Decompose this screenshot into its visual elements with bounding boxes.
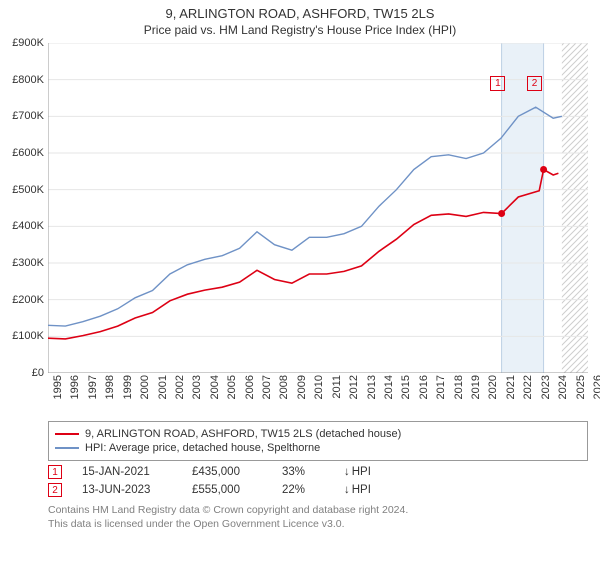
sale-date: 15-JAN-2021 bbox=[82, 466, 192, 478]
x-tick-label: 1999 bbox=[122, 375, 134, 399]
sale-date: 13-JUN-2023 bbox=[82, 484, 192, 496]
y-tick-label: £700K bbox=[12, 110, 44, 122]
down-arrow-icon: ↓ bbox=[344, 466, 350, 478]
x-tick-label: 1996 bbox=[69, 375, 81, 399]
y-tick-label: £400K bbox=[12, 220, 44, 232]
sale-row-marker: 1 bbox=[48, 465, 62, 479]
y-tick-label: £900K bbox=[12, 37, 44, 49]
y-tick-label: £0 bbox=[32, 367, 44, 379]
legend-label: 9, ARLINGTON ROAD, ASHFORD, TW15 2LS (de… bbox=[85, 428, 401, 440]
sales-table: 1 15-JAN-2021£435,00033%↓HPI 2 13-JUN-2023£… bbox=[48, 465, 588, 497]
y-tick-label: £100K bbox=[12, 330, 44, 342]
series-hpi bbox=[48, 107, 562, 326]
y-tick-label: £200K bbox=[12, 294, 44, 306]
sale-price: £435,000 bbox=[192, 466, 282, 478]
sale-marker-box: 2 bbox=[527, 76, 542, 91]
x-tick-label: 2002 bbox=[174, 375, 186, 399]
x-tick-label: 2022 bbox=[522, 375, 534, 399]
chart-title: 9, ARLINGTON ROAD, ASHFORD, TW15 2LS bbox=[0, 6, 600, 21]
x-tick-label: 2003 bbox=[191, 375, 203, 399]
x-tick-label: 2026 bbox=[592, 375, 600, 399]
x-tick-label: 1998 bbox=[104, 375, 116, 399]
series-property bbox=[48, 170, 558, 339]
x-tick-label: 2013 bbox=[366, 375, 378, 399]
x-tick-label: 2004 bbox=[209, 375, 221, 399]
x-tick-label: 2020 bbox=[487, 375, 499, 399]
sale-ref: HPI bbox=[352, 466, 371, 478]
x-tick-label: 2001 bbox=[157, 375, 169, 399]
chart-subtitle: Price paid vs. HM Land Registry's House … bbox=[0, 23, 600, 37]
x-tick-label: 2017 bbox=[435, 375, 447, 399]
legend-label: HPI: Average price, detached house, Spel… bbox=[85, 442, 320, 454]
x-tick-label: 2018 bbox=[453, 375, 465, 399]
down-arrow-icon: ↓ bbox=[344, 484, 350, 496]
x-tick-label: 2025 bbox=[575, 375, 587, 399]
legend-swatch bbox=[55, 433, 79, 435]
x-tick-label: 2014 bbox=[383, 375, 395, 399]
x-tick-label: 2012 bbox=[348, 375, 360, 399]
x-tick-label: 2016 bbox=[418, 375, 430, 399]
y-tick-label: £800K bbox=[12, 74, 44, 86]
x-tick-label: 2024 bbox=[557, 375, 569, 399]
x-tick-label: 1997 bbox=[87, 375, 99, 399]
plot-svg bbox=[48, 43, 588, 373]
sale-ref: HPI bbox=[352, 484, 371, 496]
plot-area: £0£100K£200K£300K£400K£500K£600K£700K£80… bbox=[48, 43, 588, 373]
legend-item: HPI: Average price, detached house, Spel… bbox=[55, 442, 581, 454]
y-tick-label: £300K bbox=[12, 257, 44, 269]
legend: 9, ARLINGTON ROAD, ASHFORD, TW15 2LS (de… bbox=[48, 421, 588, 461]
footer-line-2: This data is licensed under the Open Gov… bbox=[48, 517, 588, 531]
sale-row: 1 15-JAN-2021£435,00033%↓HPI bbox=[48, 465, 588, 479]
sale-row: 2 13-JUN-2023£555,00022%↓HPI bbox=[48, 483, 588, 497]
x-tick-label: 1995 bbox=[52, 375, 64, 399]
sale-marker-box: 1 bbox=[490, 76, 505, 91]
x-tick-label: 2021 bbox=[505, 375, 517, 399]
y-tick-label: £500K bbox=[12, 184, 44, 196]
sale-delta: 33% bbox=[282, 466, 342, 478]
x-tick-label: 2006 bbox=[244, 375, 256, 399]
footer-line-1: Contains HM Land Registry data © Crown c… bbox=[48, 503, 588, 517]
sale-price: £555,000 bbox=[192, 484, 282, 496]
chart-container: { "title": "9, ARLINGTON ROAD, ASHFORD, … bbox=[0, 6, 600, 566]
x-tick-label: 2019 bbox=[470, 375, 482, 399]
sale-row-marker: 2 bbox=[48, 483, 62, 497]
x-tick-label: 2009 bbox=[296, 375, 308, 399]
x-tick-label: 2000 bbox=[139, 375, 151, 399]
attribution-footer: Contains HM Land Registry data © Crown c… bbox=[48, 503, 588, 531]
x-tick-label: 2011 bbox=[331, 375, 343, 399]
sale-delta: 22% bbox=[282, 484, 342, 496]
x-tick-label: 2007 bbox=[261, 375, 273, 399]
x-tick-label: 2008 bbox=[278, 375, 290, 399]
y-axis-labels: £0£100K£200K£300K£400K£500K£600K£700K£80… bbox=[2, 43, 46, 373]
legend-item: 9, ARLINGTON ROAD, ASHFORD, TW15 2LS (de… bbox=[55, 428, 581, 440]
legend-swatch bbox=[55, 447, 79, 449]
x-tick-label: 2015 bbox=[400, 375, 412, 399]
x-tick-label: 2005 bbox=[226, 375, 238, 399]
x-axis-labels: 1995 1996 1997 1998 1999 2000 2001 2002 2003 2004… bbox=[48, 373, 588, 415]
x-tick-label: 2010 bbox=[313, 375, 325, 399]
x-tick-label: 2023 bbox=[540, 375, 552, 399]
y-tick-label: £600K bbox=[12, 147, 44, 159]
